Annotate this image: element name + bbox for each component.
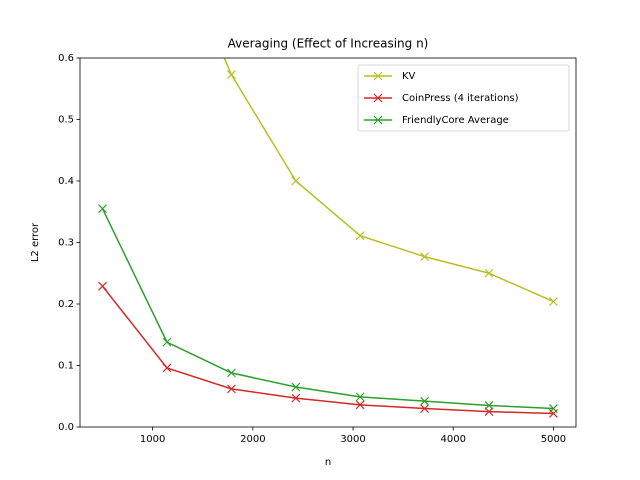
legend-label: CoinPress (4 iterations) (402, 93, 519, 104)
marker (420, 252, 430, 262)
marker (355, 392, 365, 402)
plot-area (98, 58, 558, 418)
legend-label: FriendlyCore Average (402, 115, 509, 126)
y-tick-label: 0.1 (58, 361, 74, 372)
line (101, 285, 554, 415)
marker (549, 297, 558, 306)
marker (373, 115, 383, 125)
marker (226, 70, 236, 80)
y-tick-label: 0.5 (58, 115, 74, 126)
marker (226, 368, 236, 378)
line (101, 208, 554, 410)
marker (355, 400, 365, 410)
y-tick-label: 0.2 (58, 299, 74, 310)
marker (291, 382, 301, 392)
marker (484, 401, 494, 410)
marker (373, 71, 383, 81)
chart-title: Averaging (Effect of Increasing n) (228, 37, 429, 51)
marker (291, 393, 301, 403)
marker (162, 337, 172, 347)
y-tick-label: 0.3 (58, 238, 74, 249)
marker (420, 404, 430, 413)
marker (420, 396, 430, 406)
legend-label: KV (402, 71, 416, 82)
marker (226, 384, 236, 394)
marker (98, 204, 107, 214)
y-tick-label: 0.0 (58, 422, 74, 433)
marker (162, 363, 172, 373)
legend: KV CoinPress (4 iterations) FriendlyCore A… (357, 64, 570, 132)
marker (484, 268, 494, 278)
marker (291, 176, 301, 186)
marker (355, 231, 365, 241)
marker (98, 281, 107, 291)
x-tick-label: 2000 (240, 434, 265, 445)
legend-box (357, 64, 570, 132)
x-tick-label: 1000 (140, 434, 165, 445)
marker (549, 404, 558, 413)
y-tick-label: 0.6 (58, 53, 74, 64)
x-tick-label: 4000 (441, 434, 466, 445)
axes-frame (79, 57, 577, 428)
x-tick-label: 5000 (541, 434, 566, 445)
x-tick-label: 3000 (340, 434, 365, 445)
marker (373, 93, 383, 103)
x-axis-label: n (325, 457, 331, 468)
y-axis-label: L2 error (30, 222, 41, 262)
line (223, 58, 554, 303)
y-tick-label: 0.4 (58, 176, 74, 187)
